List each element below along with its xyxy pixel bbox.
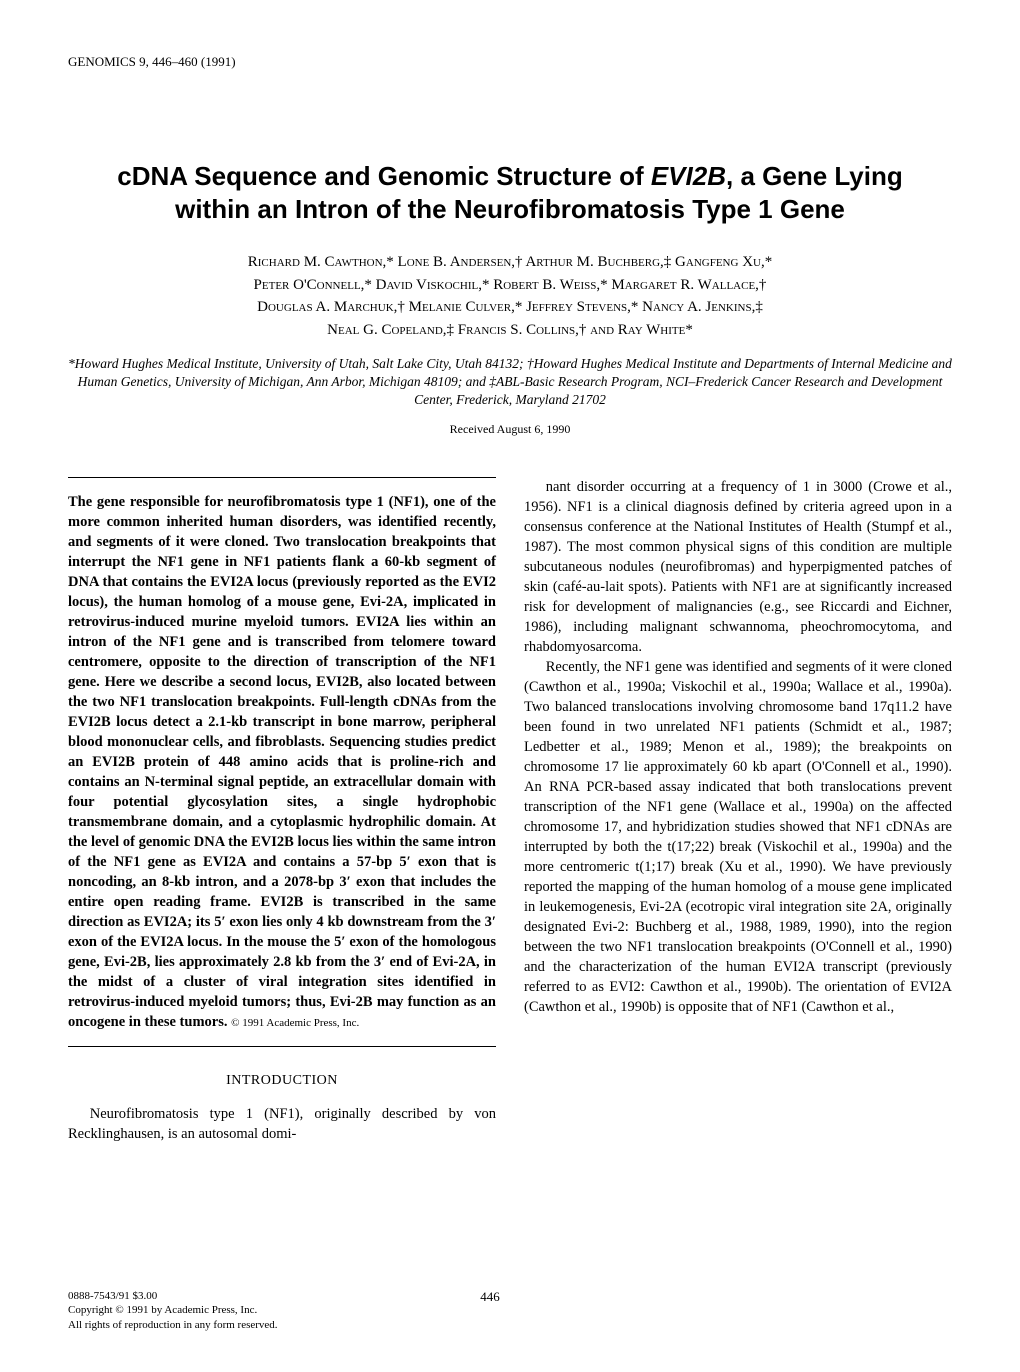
abstract-block: The gene responsible for neurofibromatos… xyxy=(68,477,496,1047)
body-paragraph: Recently, the NF1 gene was identified an… xyxy=(524,657,952,1017)
journal-page: GENOMICS 9, 446–460 (1991) cDNA Sequence… xyxy=(0,0,1020,1372)
right-column: nant disorder occurring at a frequency o… xyxy=(524,477,952,1144)
footer-spacer xyxy=(500,1289,952,1332)
page-footer: 0888-7543/91 $3.00 Copyright © 1991 by A… xyxy=(68,1289,952,1332)
authors-line: Peter O'Connell,* David Viskochil,* Robe… xyxy=(254,277,767,293)
page-number: 446 xyxy=(480,1289,500,1305)
body-paragraph: nant disorder occurring at a frequency o… xyxy=(524,477,952,657)
article-title: cDNA Sequence and Genomic Structure of E… xyxy=(68,160,952,225)
abstract-copyright: © 1991 Academic Press, Inc. xyxy=(231,1017,359,1029)
authors-line: Neal G. Copeland,‡ Francis S. Collins,† … xyxy=(327,322,693,338)
footer-copyright: Copyright © 1991 by Academic Press, Inc. xyxy=(68,1303,520,1317)
authors-line: Richard M. Cawthon,* Lone B. Andersen,† … xyxy=(248,254,772,270)
intro-paragraph: Neurofibromatosis type 1 (NF1), original… xyxy=(68,1104,496,1144)
footer-left: 0888-7543/91 $3.00 Copyright © 1991 by A… xyxy=(68,1289,520,1332)
intro-body: Neurofibromatosis type 1 (NF1), original… xyxy=(68,1104,496,1144)
authors-block: Richard M. Cawthon,* Lone B. Andersen,† … xyxy=(68,251,952,341)
abstract-text: The gene responsible for neurofibromatos… xyxy=(68,494,496,1030)
footer-issn: 0888-7543/91 $3.00 xyxy=(68,1289,520,1303)
received-date: Received August 6, 1990 xyxy=(68,422,952,437)
title-line: within an Intron of the Neurofibromatosi… xyxy=(175,194,845,224)
section-heading-introduction: INTRODUCTION xyxy=(68,1071,496,1090)
authors-line: Douglas A. Marchuk,† Melanie Culver,* Je… xyxy=(257,299,763,315)
left-column: The gene responsible for neurofibromatos… xyxy=(68,477,496,1144)
journal-header: GENOMICS 9, 446–460 (1991) xyxy=(68,54,952,70)
footer-rights: All rights of reproduction in any form r… xyxy=(68,1318,520,1332)
two-column-layout: The gene responsible for neurofibromatos… xyxy=(68,477,952,1144)
title-line: cDNA Sequence and Genomic Structure of E… xyxy=(117,161,903,191)
affiliations: *Howard Hughes Medical Institute, Univer… xyxy=(68,355,952,410)
